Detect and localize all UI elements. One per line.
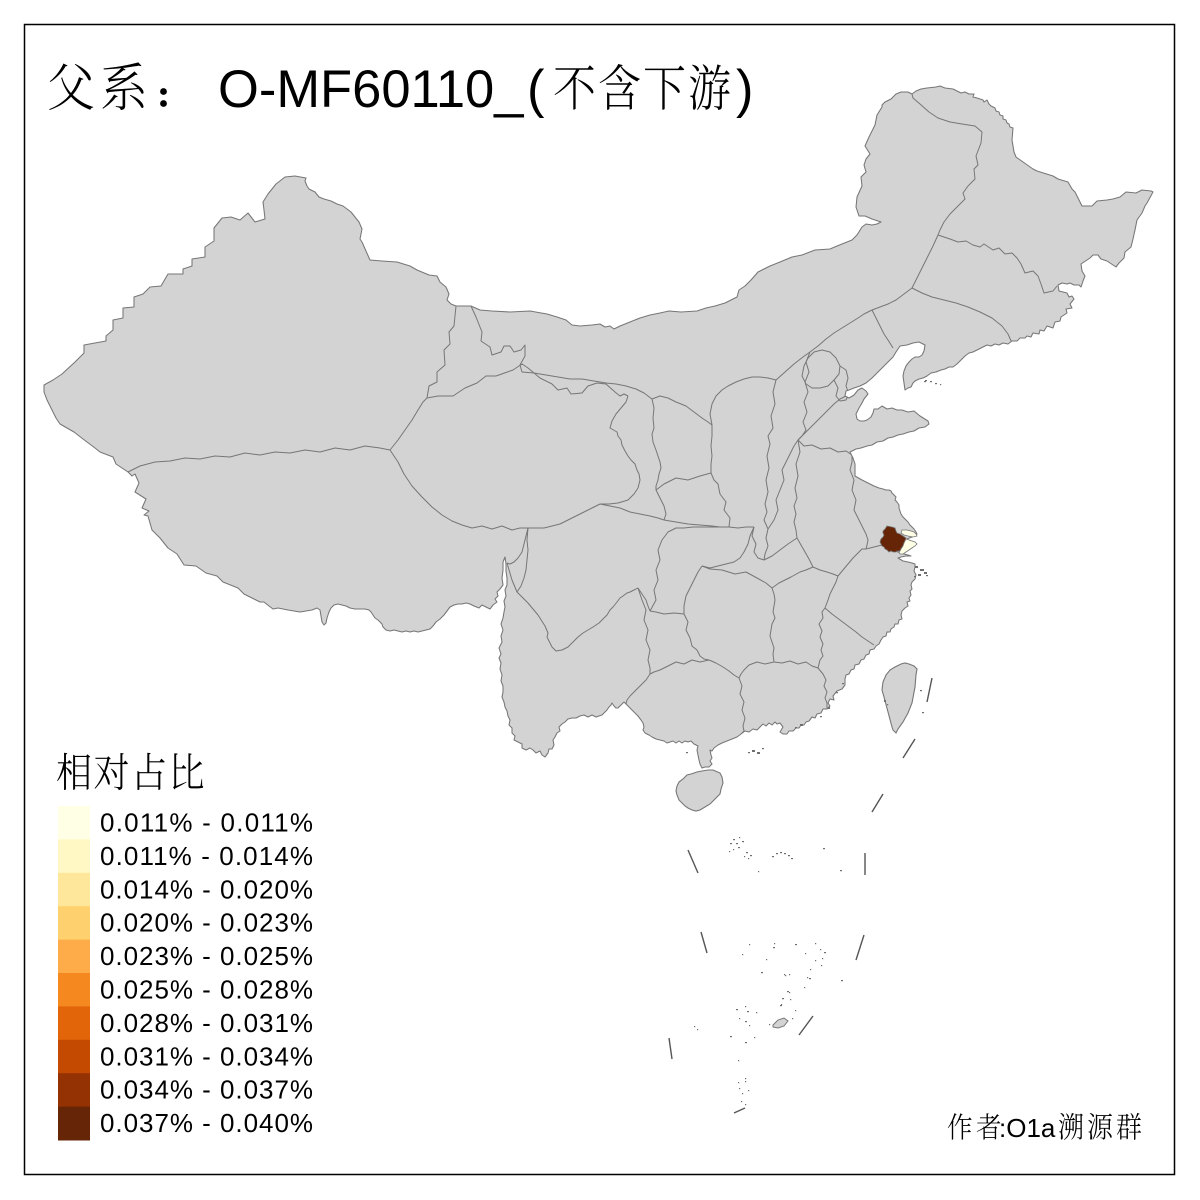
svg-text:0.011% - 0.011%: 0.011% - 0.011% bbox=[100, 808, 313, 838]
svg-text::O1a: :O1a bbox=[999, 1113, 1056, 1143]
svg-text:(: ( bbox=[527, 60, 545, 119]
svg-text:0.020% - 0.023%: 0.020% - 0.023% bbox=[100, 908, 313, 938]
svg-text:0.023% - 0.025%: 0.023% - 0.025% bbox=[100, 941, 313, 971]
svg-text:0.011% - 0.014%: 0.011% - 0.014% bbox=[100, 841, 313, 871]
svg-text:0.014% - 0.020%: 0.014% - 0.020% bbox=[100, 874, 313, 904]
svg-text:): ) bbox=[736, 60, 753, 119]
svg-text:0.031% - 0.034%: 0.031% - 0.034% bbox=[100, 1041, 313, 1071]
svg-text:O-MF60110_: O-MF60110_ bbox=[218, 60, 524, 119]
svg-text:0.028% - 0.031%: 0.028% - 0.031% bbox=[100, 1008, 313, 1038]
svg-text:0.025% - 0.028%: 0.025% - 0.028% bbox=[100, 975, 313, 1005]
svg-text:0.034% - 0.037%: 0.034% - 0.037% bbox=[100, 1075, 313, 1105]
svg-text:0.037% - 0.040%: 0.037% - 0.040% bbox=[100, 1108, 313, 1138]
